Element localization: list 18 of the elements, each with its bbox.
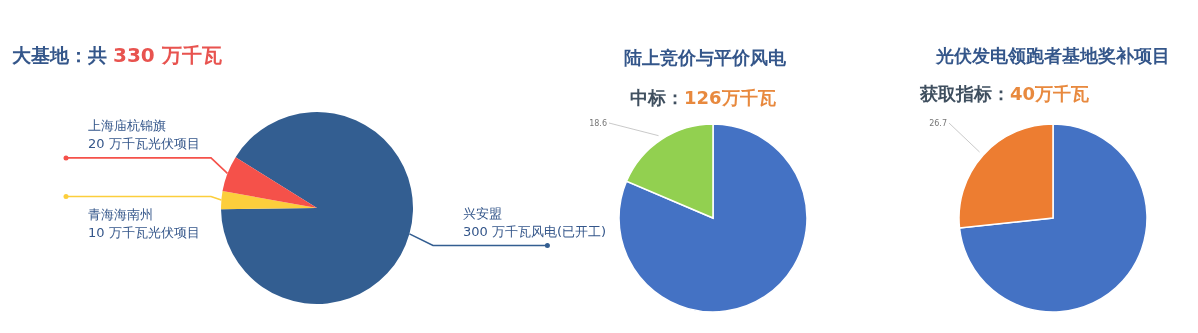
text: 330 万千瓦 [113,43,222,67]
chart-title: 陆上竞价与平价风电 [624,47,787,68]
slice-label: 青海海南州 [88,206,153,222]
chart-title: 大基地：共 [12,44,107,66]
chart-title: 光伏发电领跑者基地奖补项目 [935,45,1170,66]
text: 40万千瓦 [1010,83,1090,104]
data-label: 18.6 [589,119,607,128]
data-label: 300 万千瓦风电(已开工) [463,223,607,239]
chart-subtitle: 获取指标： [919,83,1010,104]
pie-slice [618,123,808,313]
slice-label: 兴安盟 [463,205,502,221]
text: 126万千瓦 [684,87,776,108]
data-label: 20 万千瓦光伏项目 [88,135,200,151]
pie-slice [958,123,1148,313]
slice-label: 上海庙杭锦旗 [88,117,166,133]
data-label: 10 万千瓦光伏项目 [88,224,200,240]
data-label: 26.7 [929,119,947,128]
chart-subtitle: 中标： [630,87,684,108]
